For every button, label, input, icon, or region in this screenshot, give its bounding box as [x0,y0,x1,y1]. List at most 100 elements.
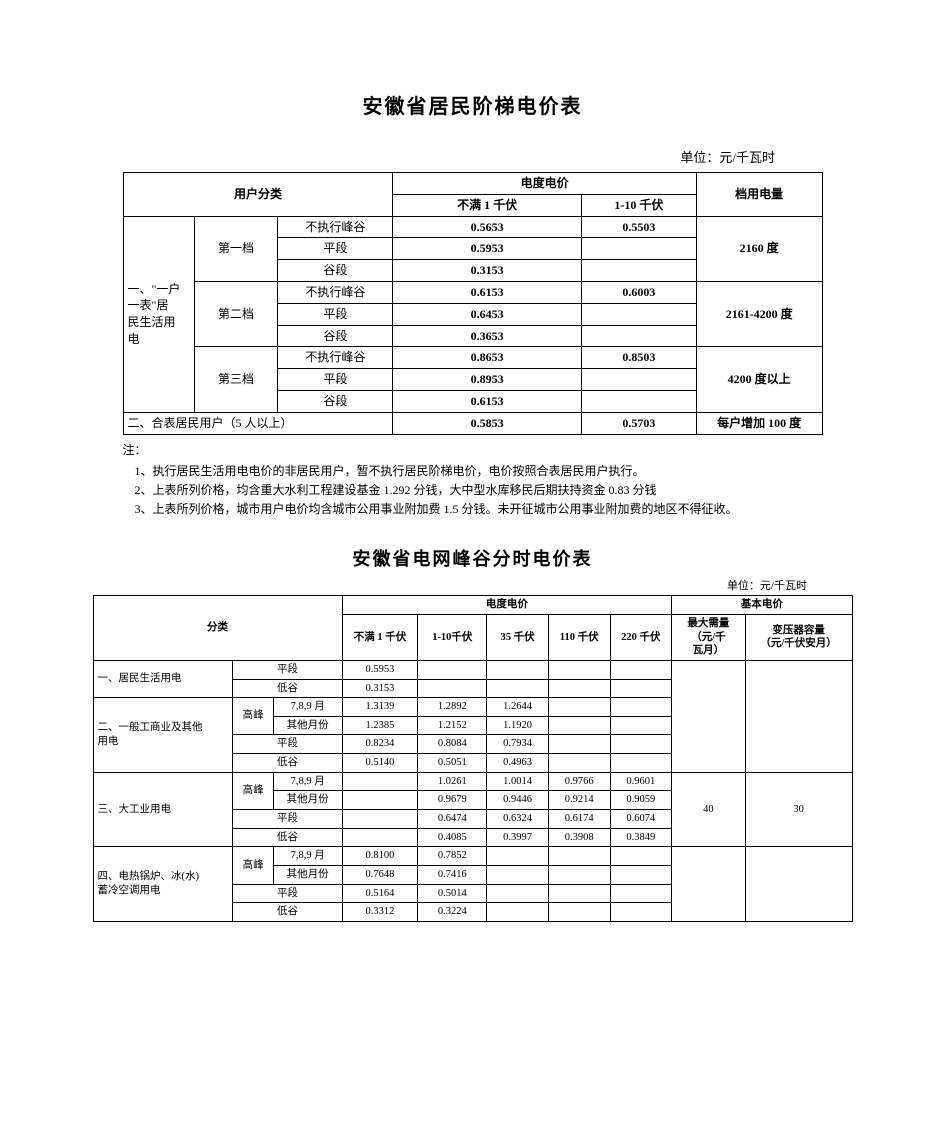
note-line: 3、上表所列价格，城市用户电价均含城市公用事业附加费 1.5 分钱。未开征城市公… [123,500,823,519]
cell-empty [548,698,610,717]
period-label: 平段 [233,884,342,903]
cell-empty [610,698,672,717]
document-title-2: 安徽省电网峰谷分时电价表 [80,545,865,571]
category-label: 三、大工业用电 [93,772,233,847]
row-label: 平段 [278,238,393,260]
cell-value: 0.9059 [610,791,672,810]
cell-value: 0.8503 [581,347,696,369]
cell-empty [342,772,418,791]
hdr-trans-cap: 变压器容量（元/千伏安月） [745,614,852,660]
cell-empty [610,735,672,754]
cell-empty [548,754,610,773]
cell-value: 1.1920 [487,716,549,735]
cell-value: 0.8653 [393,347,581,369]
note-line: 2、上表所列价格，均含重大水利工程建设基金 1.292 分钱，大中型水库移民后期… [123,481,823,500]
row-label: 不执行峰谷 [278,216,393,238]
hdr-220kv: 220 千伏 [610,614,672,660]
cell-empty [610,884,672,903]
cell-empty [487,679,549,698]
document-title-1: 安徽省居民阶梯电价表 [80,90,865,119]
cell-value: 1.2152 [418,716,487,735]
period-label: 平段 [233,660,342,679]
tier-2-label: 第二档 [194,281,278,346]
cell-value: 0.3153 [393,260,581,282]
period-label: 高峰 [233,698,273,735]
category-2: 二、合表居民用户（5 人以上） [123,412,393,434]
period-label: 高峰 [233,847,273,884]
cell-empty [487,903,549,922]
cell-empty [342,828,418,847]
cell-empty [548,716,610,735]
tier-1-label: 第一档 [194,216,278,281]
cell-value: 0.6453 [393,303,581,325]
row-label: 平段 [278,369,393,391]
table-row: 二、合表居民用户（5 人以上） 0.5853 0.5703 每户增加 100 度 [123,412,822,434]
cell-value: 0.4085 [418,828,487,847]
cell-value: 0.5653 [393,216,581,238]
table-row: 四、电热锅炉、冰(水)蓄冷空调用电 高峰 7,8,9 月 0.8100 0.78… [93,847,852,866]
basic-trans-cap: 30 [745,772,852,847]
cell-value: 1.0014 [487,772,549,791]
month-label: 其他月份 [273,791,342,810]
row-label: 谷段 [278,390,393,412]
cell-value: 0.5164 [342,884,418,903]
cell-value: 1.2644 [487,698,549,717]
cell-value: 0.3908 [548,828,610,847]
hdr-110kv: 110 千伏 [548,614,610,660]
cell-empty [610,679,672,698]
period-label: 平段 [233,810,342,829]
cell-empty [745,847,852,922]
cell-value: 0.6324 [487,810,549,829]
tiered-price-table: 用户分类 电度电价 档用电量 不满 1 千伏 1-10 千伏 一、"一户一表"居… [123,172,823,435]
table-row: 一、"一户一表"居民生活用电 第一档 不执行峰谷 0.5653 0.5503 2… [123,216,822,238]
month-label: 7,8,9 月 [273,698,342,717]
cell-value: 0.3224 [418,903,487,922]
unit-label-2: 单位：元/千瓦时 [80,577,865,593]
category-label: 二、一般工商业及其他用电 [93,698,233,773]
cell-empty [487,660,549,679]
cell-value: 0.5853 [393,412,581,434]
cell-empty [548,679,610,698]
hdr-1-10kv: 1-10千伏 [418,614,487,660]
hdr-energy-price: 电度电价 [393,173,696,195]
cell-empty [745,660,852,772]
month-label: 7,8,9 月 [273,772,342,791]
cell-value: 0.8953 [393,369,581,391]
cell-empty [418,679,487,698]
period-label: 低谷 [233,828,342,847]
cell-value: 0.5051 [418,754,487,773]
cell-value: 0.9679 [418,791,487,810]
row-label: 谷段 [278,260,393,282]
category-label: 四、电热锅炉、冰(水)蓄冷空调用电 [93,847,233,922]
table-row: 第二档 不执行峰谷 0.6153 0.6003 2161-4200 度 [123,281,822,303]
cell-value: 0.7648 [342,865,418,884]
cell-empty [548,865,610,884]
cell-value: 0.6153 [393,390,581,412]
cell-empty [487,865,549,884]
hdr-lt1kv: 不满 1 千伏 [342,614,418,660]
cell-value: 1.3139 [342,698,418,717]
cell-value: 0.7416 [418,865,487,884]
cell-value: 0.9214 [548,791,610,810]
cell-empty [672,660,746,772]
period-label: 高峰 [233,772,273,809]
cell-empty [581,390,696,412]
period-label: 低谷 [233,754,342,773]
hdr-1-10kv: 1-10 千伏 [581,194,696,216]
row-label: 平段 [278,303,393,325]
tier-usage: 2161-4200 度 [696,281,822,346]
tou-price-table: 分类 电度电价 基本电价 不满 1 千伏 1-10千伏 35 千伏 110 千伏… [93,595,853,922]
hdr-class: 分类 [93,596,342,661]
cell-value: 0.3653 [393,325,581,347]
cell-value: 0.9601 [610,772,672,791]
period-label: 低谷 [233,903,342,922]
tier-usage: 4200 度以上 [696,347,822,412]
hdr-energy-price: 电度电价 [342,596,672,615]
cell-value: 0.5503 [581,216,696,238]
hdr-basic-price: 基本电价 [672,596,852,615]
cell-empty [610,865,672,884]
hdr-user-class: 用户分类 [123,173,393,217]
row-label: 不执行峰谷 [278,281,393,303]
table-row: 三、大工业用电 高峰 7,8,9 月 1.0261 1.0014 0.9766 … [93,772,852,791]
cell-value: 0.3312 [342,903,418,922]
